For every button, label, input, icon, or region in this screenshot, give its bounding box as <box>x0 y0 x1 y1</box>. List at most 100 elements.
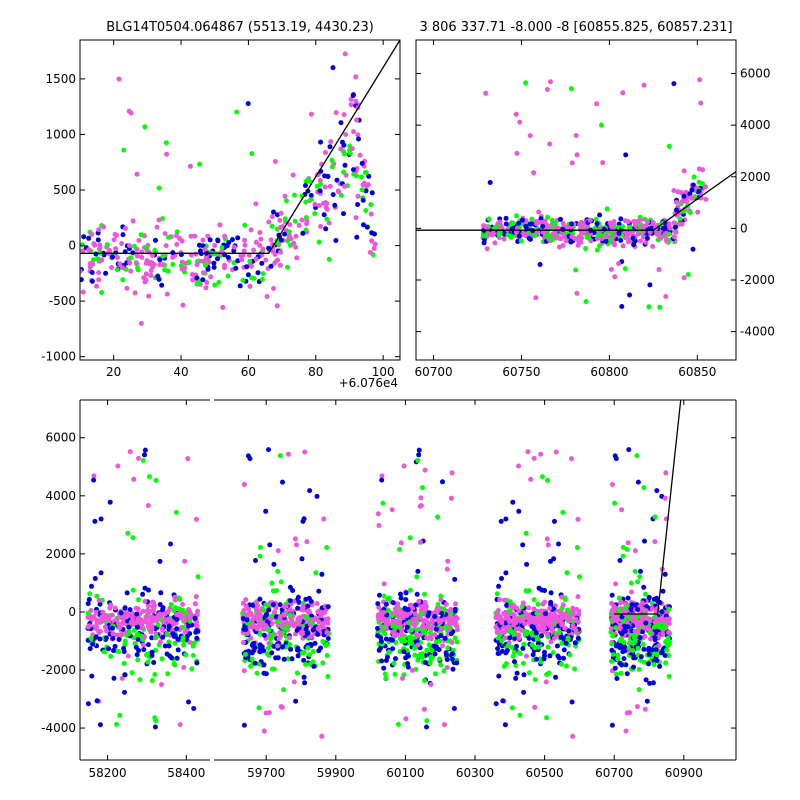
chart-point-magenta-point <box>623 728 629 734</box>
chart-point-blue-point <box>520 542 526 548</box>
chart-point-magenta-point <box>161 619 167 625</box>
chart-point-blue-point <box>103 635 109 641</box>
chart-point-magenta-point <box>541 229 547 235</box>
chart-point-blue-point <box>617 558 623 563</box>
points-group <box>85 447 201 730</box>
chart-point-blue-point <box>503 221 509 227</box>
chart-point-green-point <box>177 597 183 603</box>
chart-point-magenta-point <box>532 704 538 710</box>
chart-point-green-point <box>131 627 137 633</box>
chart-point-magenta-point <box>683 189 689 195</box>
chart-point-green-point <box>135 657 141 663</box>
chart-point-blue-point <box>311 663 317 669</box>
chart-point-magenta-point <box>149 599 155 605</box>
chart-point-blue-point <box>556 541 561 547</box>
chart-point-magenta-point <box>119 632 125 638</box>
chart-point-blue-point <box>301 657 307 663</box>
y-tick-label: 2000 <box>740 170 771 184</box>
chart-point-magenta-point <box>675 189 681 195</box>
chart-point-magenta-point <box>134 171 140 177</box>
chart-point-blue-point <box>159 282 165 288</box>
chart-point-blue-point <box>229 237 235 243</box>
chart-point-green-point <box>610 633 616 639</box>
chart-point-magenta-point <box>506 619 512 624</box>
chart-point-magenta-point <box>610 608 616 614</box>
chart-point-blue-point <box>175 647 181 653</box>
chart-point-blue-point <box>127 607 133 613</box>
chart-point-magenta-point <box>283 603 289 609</box>
chart-point-green-point <box>131 243 137 249</box>
chart-point-magenta-point <box>575 516 581 522</box>
chart-point-blue-point <box>192 615 198 621</box>
chart-point-magenta-point <box>165 609 171 614</box>
chart-point-blue-point <box>170 250 176 256</box>
chart-point-magenta-point <box>129 612 135 618</box>
chart-point-blue-point <box>361 222 366 228</box>
chart-point-magenta-point <box>612 274 618 280</box>
chart-point-green-point <box>420 485 425 491</box>
chart-point-green-point <box>390 613 395 619</box>
chart-point-magenta-point <box>703 196 709 202</box>
chart-point-magenta-point <box>496 616 502 622</box>
chart-point-magenta-point <box>634 704 640 710</box>
chart-point-green-point <box>87 591 93 597</box>
chart-point-green-point <box>567 652 573 658</box>
chart-point-green-point <box>173 605 178 611</box>
chart-point-magenta-point <box>182 265 188 271</box>
chart-point-magenta-point <box>89 231 95 237</box>
chart-point-green-point <box>165 671 171 677</box>
chart-point-magenta-point <box>610 614 616 620</box>
chart-point-blue-point <box>280 479 285 485</box>
chart-point-magenta-point <box>392 606 398 612</box>
points-group <box>80 40 400 326</box>
chart-point-green-point <box>632 568 638 574</box>
chart-point-magenta-point <box>558 610 564 616</box>
chart-point-blue-point <box>641 584 647 590</box>
chart-point-green-point <box>441 606 447 612</box>
chart-point-magenta-point <box>117 624 123 630</box>
chart-point-blue-point <box>157 602 163 607</box>
chart-point-green-point <box>632 638 638 644</box>
chart-point-blue-point <box>152 724 158 730</box>
chart-point-blue-point <box>514 670 520 676</box>
x-tick-label: 60100 <box>386 766 424 780</box>
chart-point-blue-point <box>553 674 559 680</box>
chart-point-green-point <box>173 509 179 515</box>
chart-point-magenta-point <box>243 603 249 609</box>
chart-point-green-point <box>283 198 289 204</box>
chart-point-magenta-point <box>217 222 223 228</box>
chart-point-magenta-point <box>315 626 321 632</box>
chart-point-blue-point <box>112 643 118 649</box>
chart-point-magenta-point <box>258 236 264 242</box>
chart-point-blue-point <box>653 647 659 653</box>
chart-point-blue-point <box>92 518 98 524</box>
chart-point-blue-point <box>379 658 385 664</box>
chart-point-green-point <box>687 210 693 216</box>
chart-point-blue-point <box>512 635 518 641</box>
chart-point-blue-point <box>631 242 637 248</box>
chart-point-magenta-point <box>422 604 428 610</box>
chart-point-blue-point <box>269 650 275 656</box>
chart-point-magenta-point <box>291 623 297 629</box>
chart-point-green-point <box>610 651 616 657</box>
chart-point-blue-point <box>452 576 458 582</box>
chart-point-magenta-point <box>609 223 615 229</box>
chart-point-green-point <box>266 627 272 633</box>
chart-point-green-point <box>630 648 636 653</box>
chart-point-magenta-point <box>516 636 522 641</box>
chart-point-magenta-point <box>140 624 145 630</box>
chart-point-green-point <box>621 640 627 645</box>
chart-point-magenta-point <box>127 449 133 455</box>
chart-point-blue-point <box>266 447 271 453</box>
x-tick-label: 59700 <box>247 766 285 780</box>
chart-point-magenta-point <box>514 150 520 156</box>
chart-point-magenta-point <box>376 523 382 528</box>
chart-point-magenta-point <box>432 632 438 638</box>
chart-point-magenta-point <box>528 476 534 482</box>
chart-point-magenta-point <box>96 597 102 603</box>
chart-point-blue-point <box>140 591 146 597</box>
chart-point-green-point <box>641 485 647 491</box>
chart-point-magenta-point <box>608 626 614 631</box>
chart-point-magenta-point <box>300 606 306 611</box>
chart-point-magenta-point <box>154 224 160 230</box>
